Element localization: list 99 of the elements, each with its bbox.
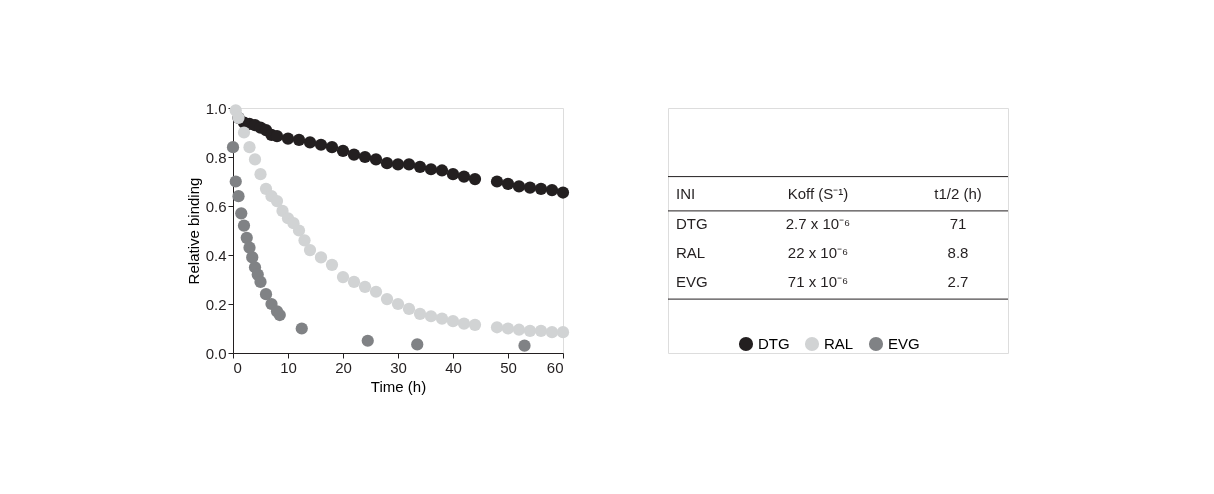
point: [298, 234, 311, 247]
point: [523, 324, 537, 338]
point: [314, 251, 328, 264]
point: [556, 186, 570, 199]
point: [468, 172, 482, 186]
point: [512, 323, 526, 336]
point: [303, 243, 317, 257]
point: [358, 150, 372, 164]
text: DTG: [676, 214, 708, 232]
point: [435, 312, 449, 325]
point: [292, 224, 306, 237]
point: [314, 138, 328, 151]
point: [446, 315, 460, 328]
text: EVG: [676, 273, 708, 291]
point: [534, 324, 548, 338]
point: [411, 338, 424, 351]
point: [490, 175, 504, 188]
text: INI: [676, 185, 696, 203]
point: [254, 168, 267, 181]
point: [336, 144, 350, 157]
text: 8.8: [947, 244, 969, 262]
x-tick-label: 20: [335, 358, 352, 376]
x-tick-label: 30: [390, 358, 407, 376]
point: [534, 182, 548, 195]
text: t1/2 (h): [934, 185, 982, 203]
point: [545, 183, 559, 197]
point: [501, 177, 515, 191]
point: [402, 302, 416, 316]
point: [468, 318, 482, 331]
point: [232, 190, 245, 203]
y-tick-label: 0.6: [205, 197, 227, 215]
legend-label: RAL: [824, 335, 854, 352]
point: [259, 288, 273, 301]
point: [512, 180, 526, 193]
point: [413, 307, 427, 320]
text: 2.7: [947, 273, 969, 291]
point: [292, 133, 306, 146]
text: 71 x 10⁻⁶: [787, 273, 849, 291]
point: [347, 275, 361, 289]
point: [303, 136, 317, 149]
point: [391, 158, 405, 171]
point: [336, 270, 350, 284]
point: [523, 181, 537, 194]
point: [380, 157, 394, 170]
x-tick-label: 50: [500, 358, 517, 376]
point: [240, 231, 253, 244]
x-tick-label: 0: [233, 358, 242, 376]
point: [369, 153, 383, 166]
y-axis-title: Relative binding: [184, 177, 202, 285]
point: [501, 322, 515, 335]
legend-label: EVG: [888, 335, 920, 352]
point: [229, 175, 242, 188]
point: [237, 126, 251, 139]
legend-label: DTG: [758, 335, 790, 352]
point: [254, 275, 267, 289]
text: Koff (S⁻¹): [787, 185, 849, 203]
point: [369, 285, 383, 298]
point: [556, 326, 570, 339]
x-tick-label: 40: [445, 358, 462, 376]
point: [457, 317, 471, 330]
point: [435, 164, 449, 177]
point: [325, 141, 339, 154]
x-tick-label: 60: [546, 358, 564, 376]
point: [235, 207, 248, 220]
point: [446, 168, 460, 181]
point: [270, 130, 284, 143]
point: [457, 170, 471, 183]
x-axis-title: Time (h): [370, 377, 427, 395]
point: [361, 334, 374, 347]
point: [424, 310, 438, 323]
point: [380, 292, 394, 306]
point: [295, 322, 308, 335]
point: [391, 297, 405, 311]
point: [518, 339, 531, 352]
text: 22 x 10⁻⁶: [787, 244, 849, 262]
point: [243, 141, 256, 154]
point: [281, 132, 295, 145]
point: [347, 148, 361, 161]
y-tick-label: 0.8: [205, 148, 227, 166]
point: [358, 280, 372, 293]
point: [248, 153, 262, 166]
point: [270, 194, 284, 208]
x-tick-label: 10: [280, 358, 297, 376]
point: [325, 258, 339, 271]
point: [273, 308, 286, 322]
y-tick-label: 0.4: [205, 246, 227, 264]
text: 2.7 x 10⁻⁶: [785, 214, 851, 232]
point: [237, 219, 251, 232]
text: RAL: [676, 244, 706, 262]
text: 71: [949, 214, 967, 232]
y-tick-label: 0.2: [205, 295, 227, 313]
point: [490, 321, 504, 334]
point: [545, 326, 559, 339]
point: [402, 158, 416, 171]
point: [424, 163, 438, 176]
point: [413, 160, 427, 173]
y-tick-label: 0.0: [205, 344, 227, 362]
y-tick-label: 1.0: [205, 99, 227, 117]
point: [226, 141, 240, 154]
